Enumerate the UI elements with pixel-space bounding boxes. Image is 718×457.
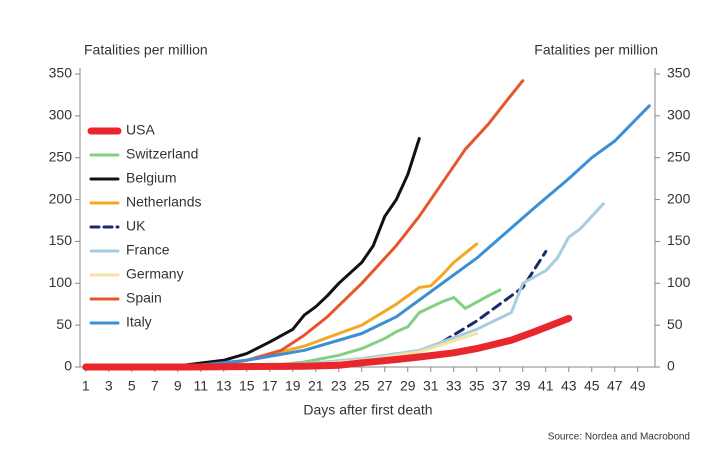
- x-tick-label: 29: [400, 378, 416, 394]
- y-axis-title: Fatalities per million: [84, 42, 208, 58]
- x-tick-label: 23: [331, 378, 347, 394]
- x-tick-label: 47: [607, 378, 623, 394]
- y-tick-label: 50: [56, 316, 72, 332]
- y-tick-label: 0: [64, 358, 72, 374]
- y-tick-label: 100: [49, 274, 73, 290]
- x-tick-label: 25: [354, 378, 370, 394]
- x-tick-label: 3: [105, 378, 113, 394]
- x-tick-label: 7: [151, 378, 159, 394]
- x-tick-label: 5: [128, 378, 136, 394]
- y2-tick-label: 150: [667, 232, 691, 248]
- y2-axis-title: Fatalities per million: [534, 42, 658, 58]
- x-tick-label: 27: [377, 378, 393, 394]
- y2-tick-label: 100: [667, 274, 691, 290]
- y2-tick-label: 50: [667, 316, 683, 332]
- x-tick-label: 17: [262, 378, 278, 394]
- y2-tick-label: 0: [667, 358, 675, 374]
- x-tick-label: 31: [423, 378, 439, 394]
- y-tick-label: 150: [49, 232, 73, 248]
- legend-label: UK: [126, 218, 146, 234]
- legend-label: Germany: [126, 266, 184, 282]
- x-tick-label: 37: [492, 378, 508, 394]
- source: Source: Nordea and Macrobond: [548, 432, 690, 443]
- legend-label: Switzerland: [126, 146, 198, 162]
- x-axis-title: Days after first death: [303, 402, 432, 418]
- series-line: [84, 202, 605, 369]
- x-tick-label: 9: [174, 378, 182, 394]
- legend-label: Belgium: [126, 170, 177, 186]
- y-tick-label: 300: [49, 107, 73, 123]
- x-tick-label: 13: [216, 378, 232, 394]
- y2-tick-label: 200: [667, 190, 691, 206]
- y2-tick-label: 350: [667, 65, 691, 81]
- series-line: [82, 314, 573, 371]
- y-tick-label: 350: [49, 65, 73, 81]
- x-tick-label: 21: [308, 378, 324, 394]
- x-tick-label: 33: [446, 378, 462, 394]
- x-tick-label: 43: [561, 378, 577, 394]
- x-tick-label: 19: [285, 378, 301, 394]
- y2-tick-label: 250: [667, 148, 691, 164]
- x-tick-label: 39: [515, 378, 531, 394]
- x-tick-label: 49: [630, 378, 646, 394]
- x-tick-label: 35: [469, 378, 485, 394]
- y-tick-label: 250: [49, 148, 73, 164]
- legend-label: Netherlands: [126, 194, 202, 210]
- series-line: [84, 137, 421, 369]
- x-tick-label: 1: [82, 378, 90, 394]
- x-tick-label: 41: [538, 378, 554, 394]
- series-line: [84, 104, 651, 369]
- x-tick-label: 15: [239, 378, 255, 394]
- x-tick-label: 45: [584, 378, 600, 394]
- y-tick-label: 200: [49, 190, 73, 206]
- x-tick-label: 11: [193, 378, 208, 394]
- legend-label: USA: [126, 122, 155, 138]
- y2-tick-label: 300: [667, 107, 691, 123]
- legend-label: Italy: [126, 314, 152, 330]
- legend-label: Spain: [126, 290, 162, 306]
- legend-label: France: [126, 242, 170, 258]
